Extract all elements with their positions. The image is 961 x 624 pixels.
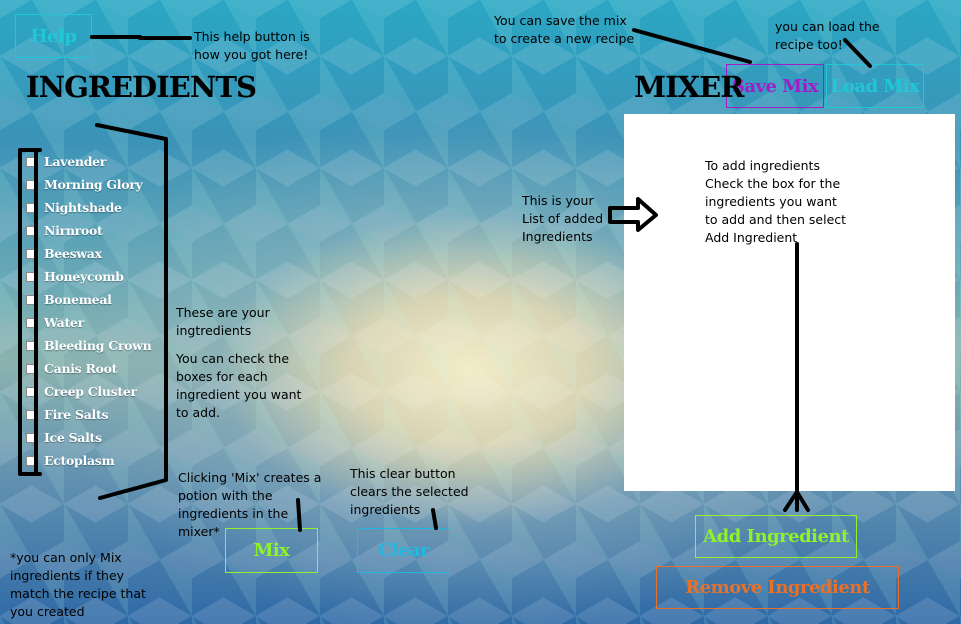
ingredient-label: Bleeding Crown [44,338,152,353]
ingredient-label: Creep Cluster [44,384,137,399]
list-item[interactable]: Ectoplasm [26,449,151,472]
ingredient-label: Canis Root [44,361,118,376]
clear-pointer-line [431,508,438,530]
ingredient-label: Nirnroot [44,223,103,238]
mixer-panel-note: To add ingredients Check the box for the … [705,158,847,245]
load-mix-button[interactable]: Load Mix [826,64,924,108]
clear-note: This clear button clears the selected ingr… [350,466,469,517]
ingredients-bracket [95,123,168,500]
ingredient-label: Ice Salts [44,430,102,445]
help-note: This help button is how you got here! [194,29,310,62]
help-pointer-line [90,35,192,40]
clear-button[interactable]: Clear [357,528,450,573]
load-note: you can load the recipe too! [775,19,880,52]
ingredient-label: Nightshade [44,200,122,215]
ingredient-label: Honeycomb [44,269,124,284]
ingredient-label: Lavender [44,154,107,169]
list-note: This is your List of added Ingredients [522,193,603,244]
mix-note: Clicking 'Mix' creates a potion with the … [178,470,322,539]
ingredients-note: These are your ingtredients You can chec… [176,305,302,420]
ingredient-list-border [18,148,42,476]
list-item[interactable]: Canis Root [26,357,151,380]
mixer-heading: MIXER [634,70,744,104]
ingredient-label: Bonemeal [44,292,112,307]
load-pointer-line [843,38,872,68]
mixer-ingredient-list[interactable] [624,114,955,491]
list-item[interactable]: Morning Glory [26,173,151,196]
footnote: *you can only Mix ingredients if they mat… [10,550,146,619]
ingredient-label: Morning Glory [44,177,143,192]
ingredient-label: Fire Salts [44,407,109,422]
ingredients-heading: INGREDIENTS [26,70,257,104]
mix-button[interactable]: Mix [225,528,318,573]
save-mix-button[interactable]: Save Mix [726,64,824,108]
mix-pointer-line [296,498,302,532]
list-arrow [608,197,658,232]
ingredient-label: Beeswax [44,246,102,261]
mixer-arrow-line [783,242,810,512]
remove-ingredient-button[interactable]: Remove Ingredient [656,566,899,609]
ingredient-label: Ectoplasm [44,453,115,468]
ingredient-list: Lavender Morning Glory Nightshade Nirnro… [26,150,152,472]
save-pointer-line [632,28,752,64]
add-ingredient-button[interactable]: Add Ingredient [695,515,857,558]
ingredient-label: Water [44,315,84,330]
save-note: You can save the mix to create a new reci… [494,13,635,46]
